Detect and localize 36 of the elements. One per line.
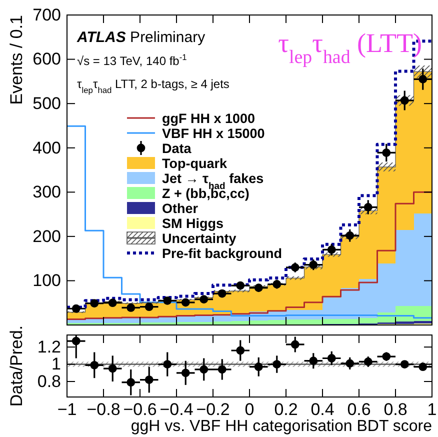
annotation: ATLAS Preliminary [76, 29, 206, 46]
y-tick-label: 400 [32, 138, 61, 158]
legend-label: Other [162, 201, 199, 216]
x-tick-label: −0.6 [123, 400, 157, 420]
x-tick-label: 1 [427, 400, 437, 420]
y-tick-label: 500 [32, 94, 61, 114]
x-tick-label: 0 [244, 400, 254, 420]
legend-label: ggF HH x 1000 [162, 111, 256, 126]
x-tick-label: 0.8 [384, 400, 408, 420]
y-axis-title: Events / 0.1 [7, 15, 26, 105]
x-tick-label: −0.4 [160, 400, 194, 420]
x-tick-label: −1 [57, 400, 77, 420]
annotation: √s = 13 TeV, 140 fb$^{-1}$ [77, 52, 188, 68]
x-tick-label: 0.6 [347, 400, 371, 420]
x-tick-label: 0.4 [310, 400, 334, 420]
annotation: τ$_{lep}$τ$_{had}$ LTT, 2 b-tags, ≥ 4 jets [77, 77, 230, 95]
y-tick-label: 600 [32, 50, 61, 69]
x-axis-title: ggH vs. VBF HH categorisation BDT score [130, 418, 432, 435]
legend-label: Uncertainty [162, 231, 237, 246]
y-tick-label: 1 [52, 354, 61, 374]
legend-label: Top-quark [162, 156, 228, 171]
y-tick-label: 200 [32, 226, 61, 246]
y-tick-label: 1.2 [37, 337, 61, 356]
legend-label: SM Higgs [162, 216, 224, 231]
x-tick-label: 0.2 [274, 400, 298, 420]
legend-label: Pre-fit background [162, 246, 282, 261]
legend-label: Data [162, 141, 192, 156]
y-tick-label: 700 [32, 5, 61, 24]
legend-label: VBF HH x 15000 [162, 126, 265, 141]
y-axis-title: Data/Pred. [7, 325, 26, 407]
x-tick-label: −0.2 [196, 400, 230, 420]
annotation: τ$_{lep}$τ$_{had}$ (LTT) [278, 28, 422, 68]
y-tick-label: 300 [32, 182, 61, 202]
y-tick-label: 0.8 [37, 372, 61, 391]
y-tick-label: 100 [32, 271, 61, 290]
x-tick-label: −0.8 [86, 400, 120, 420]
